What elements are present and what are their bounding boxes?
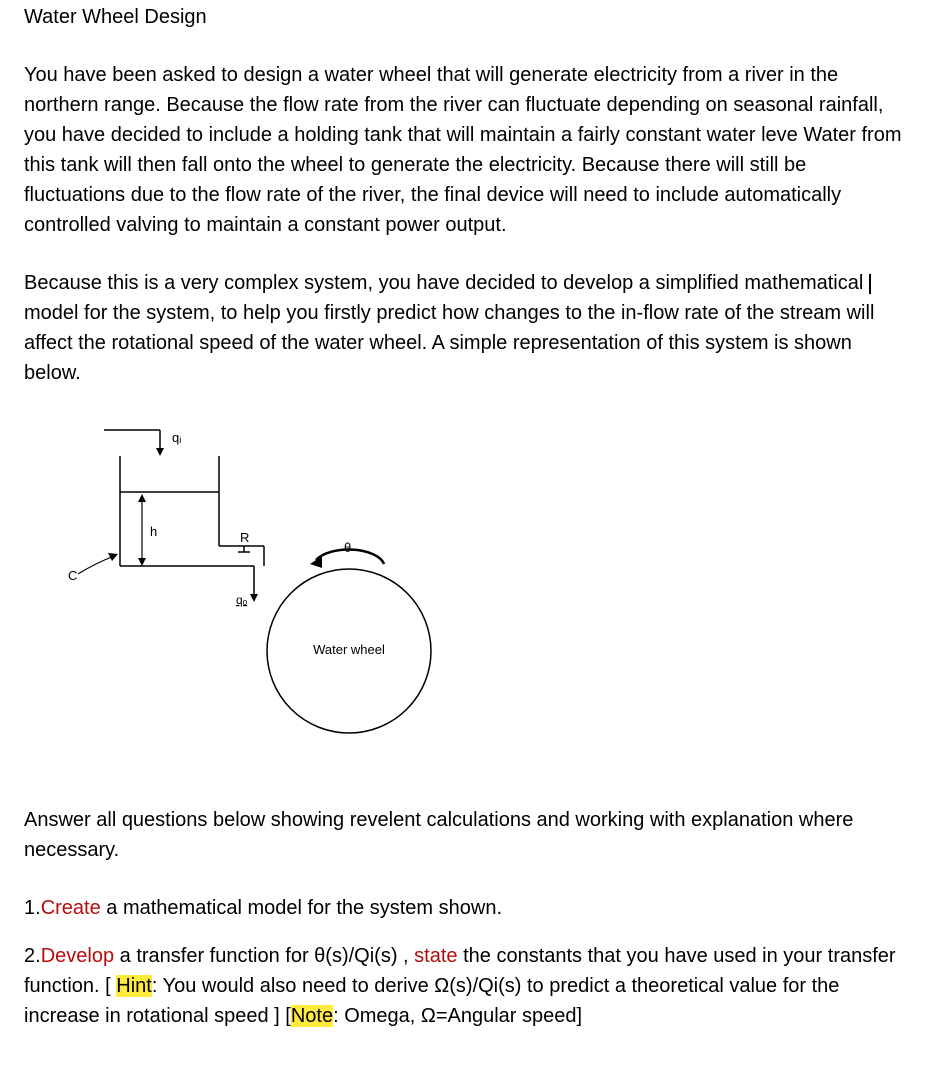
h-label: h (150, 524, 157, 539)
h-arrow-down (138, 558, 146, 566)
document-page: Water Wheel Design You have been asked t… (0, 0, 927, 1069)
inflow-arrowhead (156, 448, 164, 456)
instructions: Answer all questions below showing revel… (24, 805, 903, 865)
q1-rest: a mathematical model for the system show… (101, 897, 502, 919)
q1-verb: Create (41, 897, 101, 919)
paragraph-2a: Because this is a very complex system, y… (24, 272, 869, 294)
qi-label: qᵢ (172, 430, 181, 445)
question-1: 1.Create a mathematical model for the sy… (24, 893, 903, 923)
paragraph-1: You have been asked to design a water wh… (24, 60, 903, 240)
qo-label: qₒ (236, 593, 248, 607)
system-diagram: qᵢ h C R q (54, 416, 903, 745)
h-arrow-up (138, 494, 146, 502)
theta-arrowhead (310, 556, 322, 568)
paragraph-2: Because this is a very complex system, y… (24, 268, 903, 388)
text-cursor (869, 274, 871, 294)
diagram-svg: qᵢ h C R q (54, 416, 454, 736)
q2-verb2: state (414, 945, 457, 967)
question-2: 2.Develop a transfer function for θ(s)/Q… (24, 941, 903, 1031)
wheel-label: Water wheel (313, 642, 385, 657)
r-label: R (240, 530, 249, 545)
q2-verb1: Develop (41, 945, 114, 967)
q2-part1: a transfer function for θ(s)/Qi(s) , (114, 945, 414, 967)
page-title: Water Wheel Design (24, 0, 903, 32)
paragraph-2b: model for the system, to help you firstl… (24, 302, 874, 384)
hint-label: Hint (116, 975, 152, 997)
note-text: : Omega, Ω=Angular speed] (333, 1005, 582, 1027)
q1-number: 1. (24, 897, 41, 919)
outflow-arrowhead (250, 594, 258, 602)
c-pointer-head (108, 553, 118, 561)
q2-number: 2. (24, 945, 41, 967)
c-label: C (68, 568, 77, 583)
note-label: Note (291, 1005, 333, 1027)
c-pointer (78, 556, 114, 574)
theta-label: θ (344, 540, 351, 555)
